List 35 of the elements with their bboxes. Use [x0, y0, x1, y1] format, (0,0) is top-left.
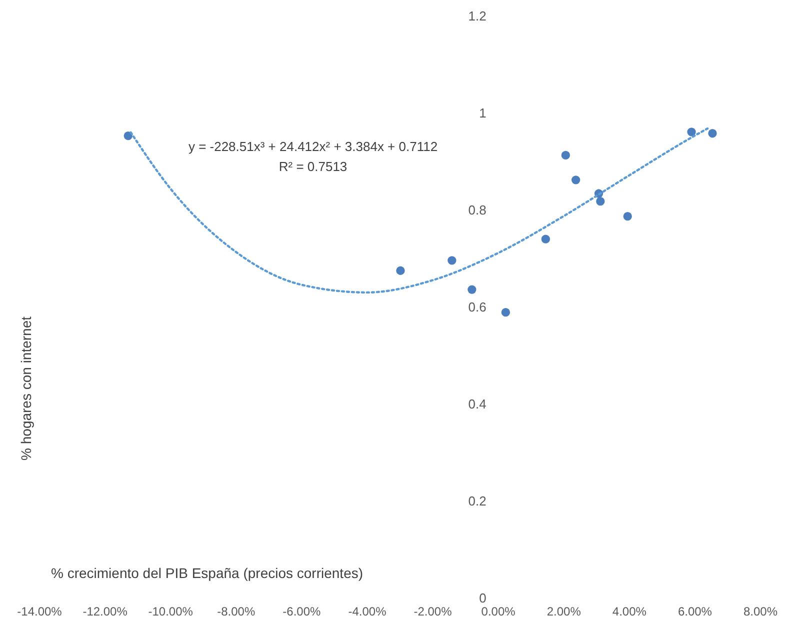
point: [561, 150, 570, 160]
x-tick-label: -14.00%: [17, 604, 62, 618]
point: [687, 128, 696, 136]
point: [468, 285, 476, 294]
point: [623, 212, 632, 221]
point: [571, 176, 580, 184]
y-tick-label: 0.8: [468, 202, 486, 218]
annotation: y = -228.51x³ + 24.412x² + 3.384x + 0.7112: [188, 139, 438, 154]
y-tick-label: 0.6: [468, 300, 486, 314]
x-tick-label: -10.00%: [148, 604, 194, 618]
x-tick-label: -2.00%: [414, 604, 452, 618]
point: [501, 308, 510, 317]
y-tick-label: 0: [479, 590, 486, 606]
x-axis-title: % crecimiento del PIB España (precios corrientes): [51, 565, 364, 581]
y-tick-label: 1.2: [468, 8, 486, 24]
point: [124, 131, 132, 140]
y-tick-label: 1: [479, 106, 486, 120]
y-tick-label: 0.4: [468, 396, 486, 412]
point: [596, 196, 605, 206]
x-tick-label: 6.00%: [678, 604, 712, 618]
x-tick-label: 4.00%: [612, 604, 647, 618]
point: [396, 266, 405, 275]
x-tick-label: -12.00%: [82, 604, 128, 618]
x-tick-label: 2.00%: [546, 604, 582, 618]
point: [448, 256, 456, 265]
x-tick-label: 8.00%: [743, 604, 778, 618]
point: [541, 234, 550, 244]
y-axis-title: % hogares con internet: [18, 316, 34, 460]
point: [708, 129, 717, 138]
x-tick-label: -8.00%: [217, 604, 256, 618]
x-tick-label: 0.00%: [481, 604, 516, 618]
y-tick-label: 0.2: [468, 494, 486, 508]
annotation: R² = 0.7513: [278, 159, 348, 174]
x-tick-label: -6.00%: [282, 604, 322, 618]
x-tick-label: -4.00%: [348, 604, 387, 618]
